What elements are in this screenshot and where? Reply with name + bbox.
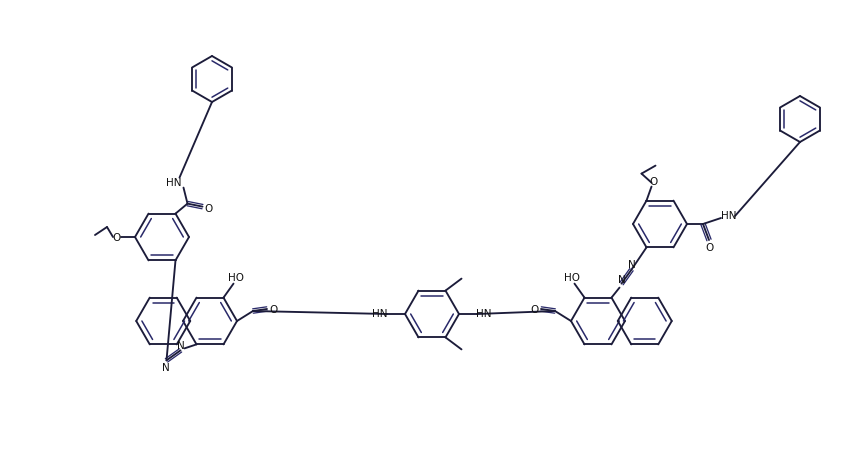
Text: N: N [617,274,625,284]
Text: O: O [650,176,657,186]
Text: O: O [531,304,540,314]
Text: N: N [162,363,170,373]
Text: N: N [628,259,636,269]
Text: HN: HN [165,177,181,187]
Text: HN: HN [476,308,492,318]
Text: HO: HO [565,272,580,282]
Text: O: O [112,233,120,243]
Text: HN: HN [372,308,388,318]
Text: N: N [177,341,184,351]
Text: HO: HO [228,272,243,282]
Text: O: O [204,203,213,213]
Text: O: O [268,304,277,314]
Text: HN: HN [721,211,737,221]
Text: O: O [706,243,714,253]
